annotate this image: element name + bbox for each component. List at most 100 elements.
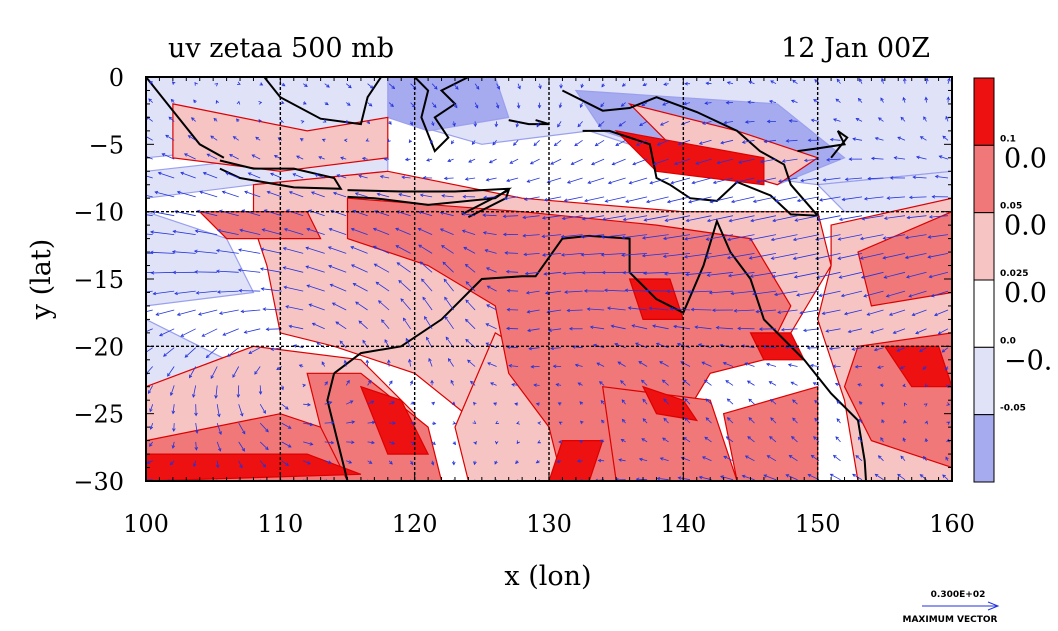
wind-vector-head: [730, 199, 735, 204]
wind-vector-head: [243, 330, 248, 334]
wind-vector-head: [171, 250, 176, 254]
wind-vector-head: [773, 292, 778, 297]
wind-vector-head: [215, 464, 220, 469]
wind-vector-head: [662, 437, 666, 441]
wind-vector-head: [330, 420, 335, 425]
wind-vector-head: [150, 230, 154, 234]
wind-vector-head: [934, 174, 939, 179]
wind-vector-head: [606, 306, 611, 311]
wind-vector-head: [661, 379, 666, 384]
wind-vector: [858, 98, 863, 103]
wind-vector-head: [597, 123, 602, 127]
wind-vector-head: [240, 412, 244, 417]
wind-vector-head: [355, 301, 359, 305]
wind-vector-head: [552, 364, 557, 369]
wind-vector: [615, 139, 626, 146]
wind-vector-head: [465, 299, 470, 304]
colorbar-swatch: [973, 279, 995, 348]
wind-vector-head: [806, 346, 811, 350]
wind-vector: [727, 398, 734, 405]
wind-vector: [303, 460, 311, 465]
wind-vector: [789, 120, 798, 122]
wind-vector: [678, 477, 691, 481]
wind-vector-head: [712, 180, 717, 184]
wind-vector: [786, 139, 798, 142]
wind-vector-head: [807, 474, 812, 478]
wind-vector: [763, 474, 777, 481]
wind-vector-head: [726, 417, 731, 421]
wind-vector-head: [180, 171, 184, 176]
wind-vector: [704, 379, 712, 386]
x-tick-label: 130: [526, 510, 572, 538]
wind-vector-head: [580, 84, 584, 89]
wind-vector: [772, 271, 798, 278]
wind-vector-head: [759, 159, 764, 164]
wind-vector-head: [450, 379, 454, 384]
wind-vector: [172, 404, 175, 414]
wind-vector-head: [622, 270, 626, 275]
wind-vector-head: [737, 326, 741, 331]
wind-vector-head: [843, 311, 848, 316]
wind-vector-head: [902, 77, 907, 82]
wind-vector: [800, 177, 820, 182]
wind-vector-head: [802, 328, 807, 333]
colorbar-level-label: 0.1: [1000, 134, 1016, 144]
wind-vector-head: [726, 255, 731, 260]
wind-vector-head: [328, 401, 333, 405]
wind-vector-head: [770, 237, 775, 242]
wind-vector: [544, 196, 562, 201]
wind-vector-head: [172, 270, 177, 275]
wind-vector: [686, 215, 712, 222]
wind-vector: [388, 441, 395, 445]
wind-vector-head: [835, 436, 839, 440]
wind-vector-head: [748, 237, 753, 242]
wind-vector-head: [152, 291, 157, 296]
wind-vector: [527, 328, 540, 332]
wind-vector: [662, 437, 669, 443]
wind-vector: [210, 135, 218, 141]
wind-vector: [641, 438, 648, 443]
wind-vector: [621, 399, 626, 405]
wind-vector-head: [263, 209, 268, 213]
wind-vector-head: [384, 339, 388, 343]
wind-vector: [727, 253, 755, 259]
wind-vector: [749, 253, 777, 259]
x-tick-label: 160: [929, 510, 975, 538]
wind-vector-head: [490, 382, 494, 386]
wind-vector-head: [350, 227, 355, 232]
wind-vector-head: [321, 138, 326, 143]
wind-vector-head: [475, 86, 480, 90]
wind-vector-head: [304, 83, 308, 87]
wind-vector: [536, 121, 540, 127]
wind-vector: [590, 326, 605, 330]
wind-vector: [523, 234, 540, 237]
wind-vector-head: [931, 194, 936, 199]
wind-vector-head: [880, 436, 884, 441]
wind-vector-head: [149, 408, 153, 413]
wind-vector-head: [814, 417, 818, 422]
wind-vector: [150, 231, 175, 235]
wind-vector: [486, 177, 497, 181]
coastline-australia-west: [326, 373, 349, 481]
wind-vector-head: [836, 418, 841, 422]
wind-vector-head: [752, 292, 756, 296]
wind-vector-head: [430, 140, 434, 144]
wind-vector-head: [744, 120, 749, 124]
wind-vector-head: [641, 438, 646, 442]
wind-vector-head: [701, 361, 706, 365]
wind-vector-head: [523, 252, 527, 257]
wind-vector: [649, 307, 669, 311]
wind-vector-head: [247, 172, 252, 176]
wind-vector-head: [880, 97, 884, 102]
wind-vector: [742, 475, 755, 481]
wind-vector: [303, 441, 313, 445]
wind-vector-head: [522, 215, 527, 220]
wind-vector-head: [838, 217, 843, 221]
wind-vector-head: [945, 115, 949, 120]
x-axis-label: x (lon): [504, 561, 591, 592]
wind-vector-head: [432, 104, 437, 109]
coastline-sulawesi: [413, 77, 469, 153]
wind-vector-head: [225, 172, 230, 176]
wind-vector: [889, 309, 906, 316]
wind-vector: [232, 366, 240, 378]
